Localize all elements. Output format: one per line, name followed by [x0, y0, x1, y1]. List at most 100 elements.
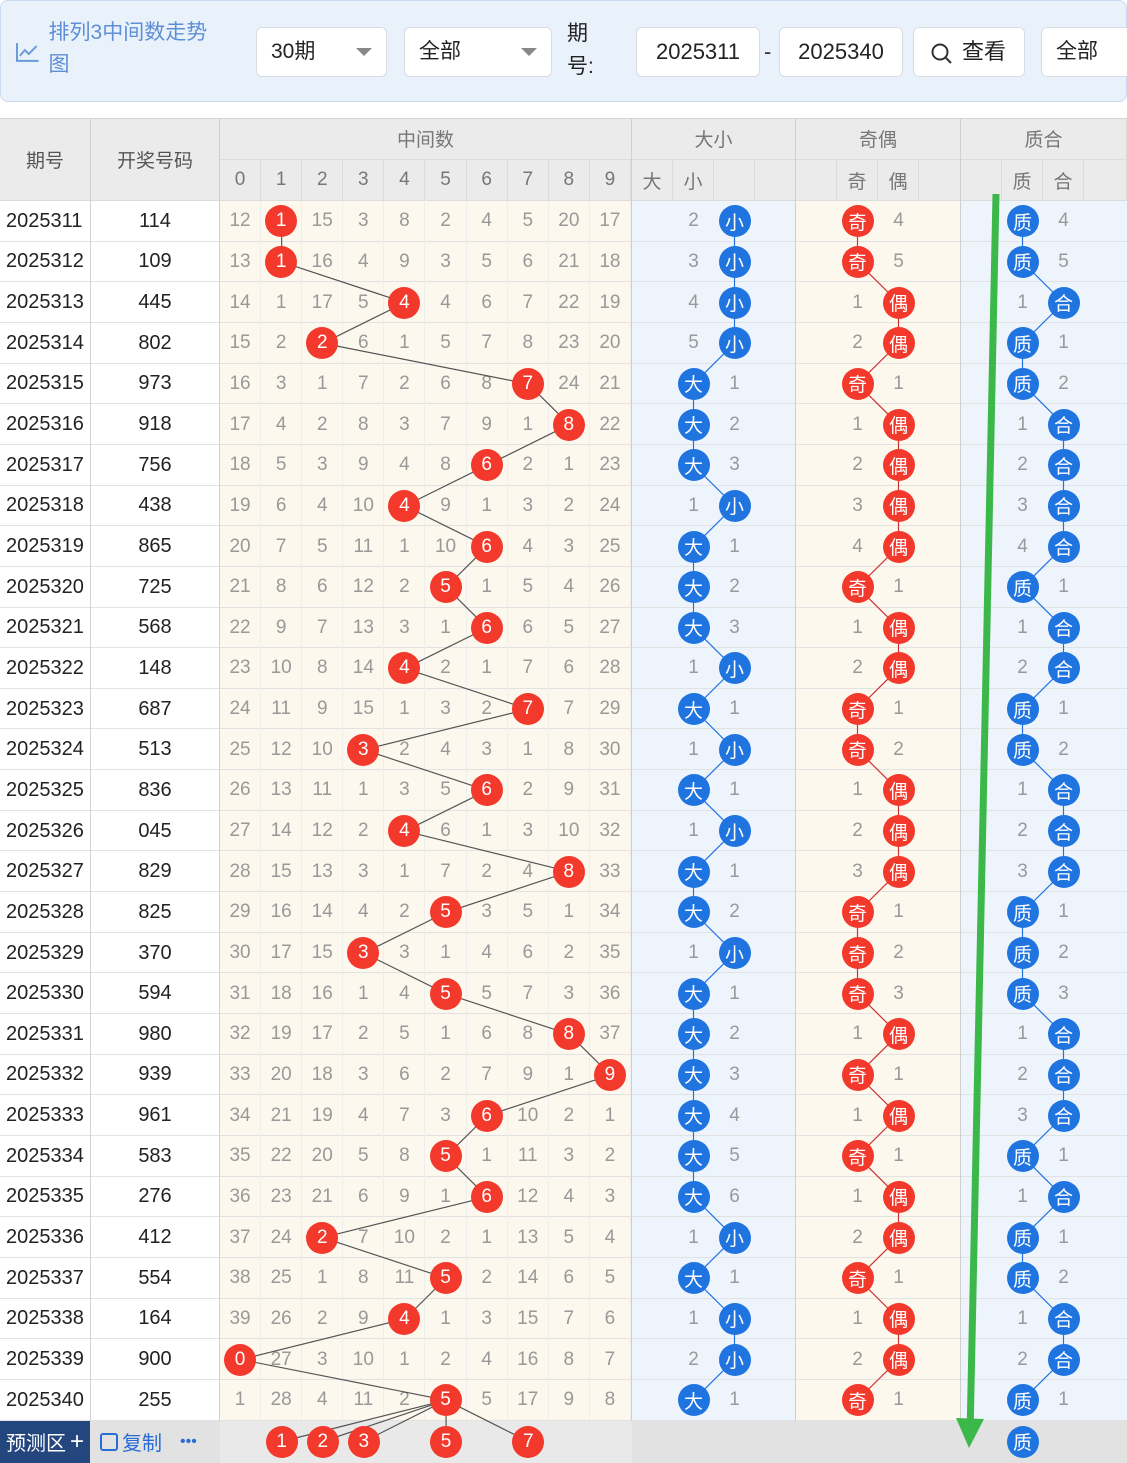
primecomp-cell: 质	[1002, 933, 1043, 974]
digit-cell-8: 3	[549, 1135, 590, 1177]
digit-cell-4: 2	[384, 729, 426, 771]
issue-cell: 2025328	[0, 892, 91, 933]
digit-cell-8: 7	[549, 1298, 590, 1340]
digit-cell-2: 12	[302, 810, 344, 852]
primecomp-ball: 质	[1006, 327, 1039, 360]
primecomp-ball: 合	[1047, 1343, 1080, 1376]
bigsmall-cell: 3	[729, 454, 740, 476]
forecast-ball[interactable]: 5	[430, 1425, 463, 1458]
digit-cell-2: 15	[302, 932, 344, 974]
oddeven-cell: 1	[893, 698, 904, 720]
hit-ball: 6	[470, 1099, 503, 1132]
digit-cell-9: 33	[590, 851, 631, 893]
digit-cell-5: 5	[426, 1135, 467, 1177]
oddeven-cell: 偶	[878, 1014, 919, 1055]
digit-cell-4: 2	[384, 1379, 426, 1421]
digit-cell-2: 2	[302, 1217, 344, 1258]
digit-cell-1: 1	[261, 201, 303, 242]
predict-area-button[interactable]: 预测区 +	[0, 1420, 90, 1463]
digit-cell-1: 18	[261, 973, 303, 1014]
digit-cell-4: 3	[384, 607, 426, 649]
digit-cell-8: 22	[549, 282, 590, 323]
primecomp-ball: 质	[1006, 571, 1039, 604]
digit-cell-4: 3	[384, 932, 426, 974]
primecomp-cell: 合	[1043, 445, 1084, 486]
oddeven-ball: 偶	[882, 1343, 915, 1376]
forecast-ball[interactable]: 7	[512, 1425, 545, 1458]
bigsmall-ball: 大	[677, 693, 710, 726]
bigsmall-cell: 1	[729, 1267, 740, 1289]
digit-cell-3: 4	[343, 241, 385, 283]
digit-cell-9: 19	[590, 282, 631, 323]
range-start-input[interactable]: 2025311	[636, 27, 760, 77]
primecomp-cell: 合	[1043, 1299, 1084, 1340]
primecomp-cell: 质	[1002, 729, 1043, 770]
bigsmall-ball: 大	[677, 1099, 710, 1132]
digit-cell-2: 7	[302, 607, 344, 649]
digit-cell-9: 7	[590, 1339, 631, 1380]
digit-cell-2: 2	[302, 404, 344, 445]
hit-ball: 1	[265, 205, 298, 238]
digit-cell-5: 2	[426, 1054, 467, 1096]
digit-cell-0: 12	[220, 201, 262, 242]
digit-cell-0: 34	[220, 1095, 262, 1136]
digit-cell-8: 1	[549, 892, 590, 933]
digit-cell-7: 14	[508, 1257, 549, 1299]
bigsmall-cell: 1	[729, 982, 740, 1004]
bigsmall-cell: 小	[714, 1217, 755, 1258]
copy-button[interactable]: 复制	[100, 1421, 180, 1463]
forecast-prime-ball[interactable]: 质	[1006, 1425, 1039, 1458]
bigsmall-ball: 小	[718, 489, 751, 522]
oddeven-cell: 2	[893, 942, 904, 963]
bigsmall-cell: 1	[688, 657, 699, 679]
digit-cell-2: 1	[302, 363, 344, 405]
digit-cell-1: 5	[261, 444, 303, 486]
row-divider	[0, 484, 1127, 486]
bigsmall-cell: 小	[714, 811, 755, 852]
digit-cell-9: 25	[590, 526, 631, 567]
primecomp-cell: 1	[1017, 1023, 1028, 1045]
row-divider	[0, 931, 1127, 933]
range-end-input[interactable]: 2025340	[779, 27, 903, 77]
digit-cell-3: 1	[343, 973, 385, 1014]
oddeven-cell: 奇	[837, 1055, 878, 1096]
primecomp-cell: 2	[1017, 1348, 1028, 1370]
scope-select[interactable]: 全部	[404, 27, 552, 77]
more-button[interactable]: •••	[180, 1432, 197, 1450]
all-select[interactable]: 全部	[1041, 27, 1127, 77]
digit-cell-6: 5	[467, 241, 508, 283]
forecast-ball[interactable]: 1	[265, 1425, 298, 1458]
forecast-ball[interactable]: 2	[306, 1425, 339, 1458]
bigsmall-ball: 大	[677, 408, 710, 441]
bigsmall-cell: 3	[729, 616, 740, 638]
digit-cell-8: 2	[549, 932, 590, 974]
oddeven-cell: 1	[893, 372, 904, 394]
oddeven-cell: 1	[852, 413, 863, 435]
oddeven-cell: 奇	[837, 201, 878, 242]
digit-cell-6: 7	[467, 1054, 508, 1096]
issue-cell: 2025324	[0, 729, 91, 771]
bigsmall-cell: 1	[688, 494, 699, 516]
digit-cell-9: 37	[590, 1014, 631, 1055]
digit-cell-5: 6	[426, 363, 467, 405]
bigsmall-ball: 大	[677, 530, 710, 563]
digit-cell-2: 2	[302, 1298, 344, 1340]
bigsmall-ball: 大	[677, 1384, 710, 1417]
digit-cell-3: 11	[343, 1379, 385, 1421]
oddeven-cell: 奇	[837, 933, 878, 974]
digit-cell-9: 21	[590, 363, 631, 405]
digit-cell-3: 5	[343, 282, 385, 323]
oddeven-cell: 1	[852, 1104, 863, 1126]
digit-cell-3: 9	[343, 444, 385, 486]
bigsmall-ball: 小	[718, 1221, 751, 1254]
digit-cell-0: 36	[220, 1176, 262, 1218]
issue-cell: 2025321	[0, 607, 91, 649]
digit-cell-5: 3	[426, 241, 467, 283]
forecast-ball[interactable]: 3	[347, 1425, 380, 1458]
digit-cell-2: 9	[302, 688, 344, 730]
row-divider	[0, 647, 1127, 649]
period-select[interactable]: 30期	[256, 27, 387, 77]
digit-cell-7: 3	[508, 810, 549, 852]
bigsmall-ball: 小	[718, 245, 751, 278]
view-button[interactable]: 查看	[913, 27, 1025, 77]
